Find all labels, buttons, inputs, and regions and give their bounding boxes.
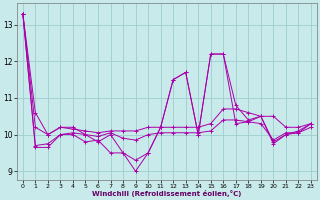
X-axis label: Windchill (Refroidissement éolien,°C): Windchill (Refroidissement éolien,°C) <box>92 190 242 197</box>
